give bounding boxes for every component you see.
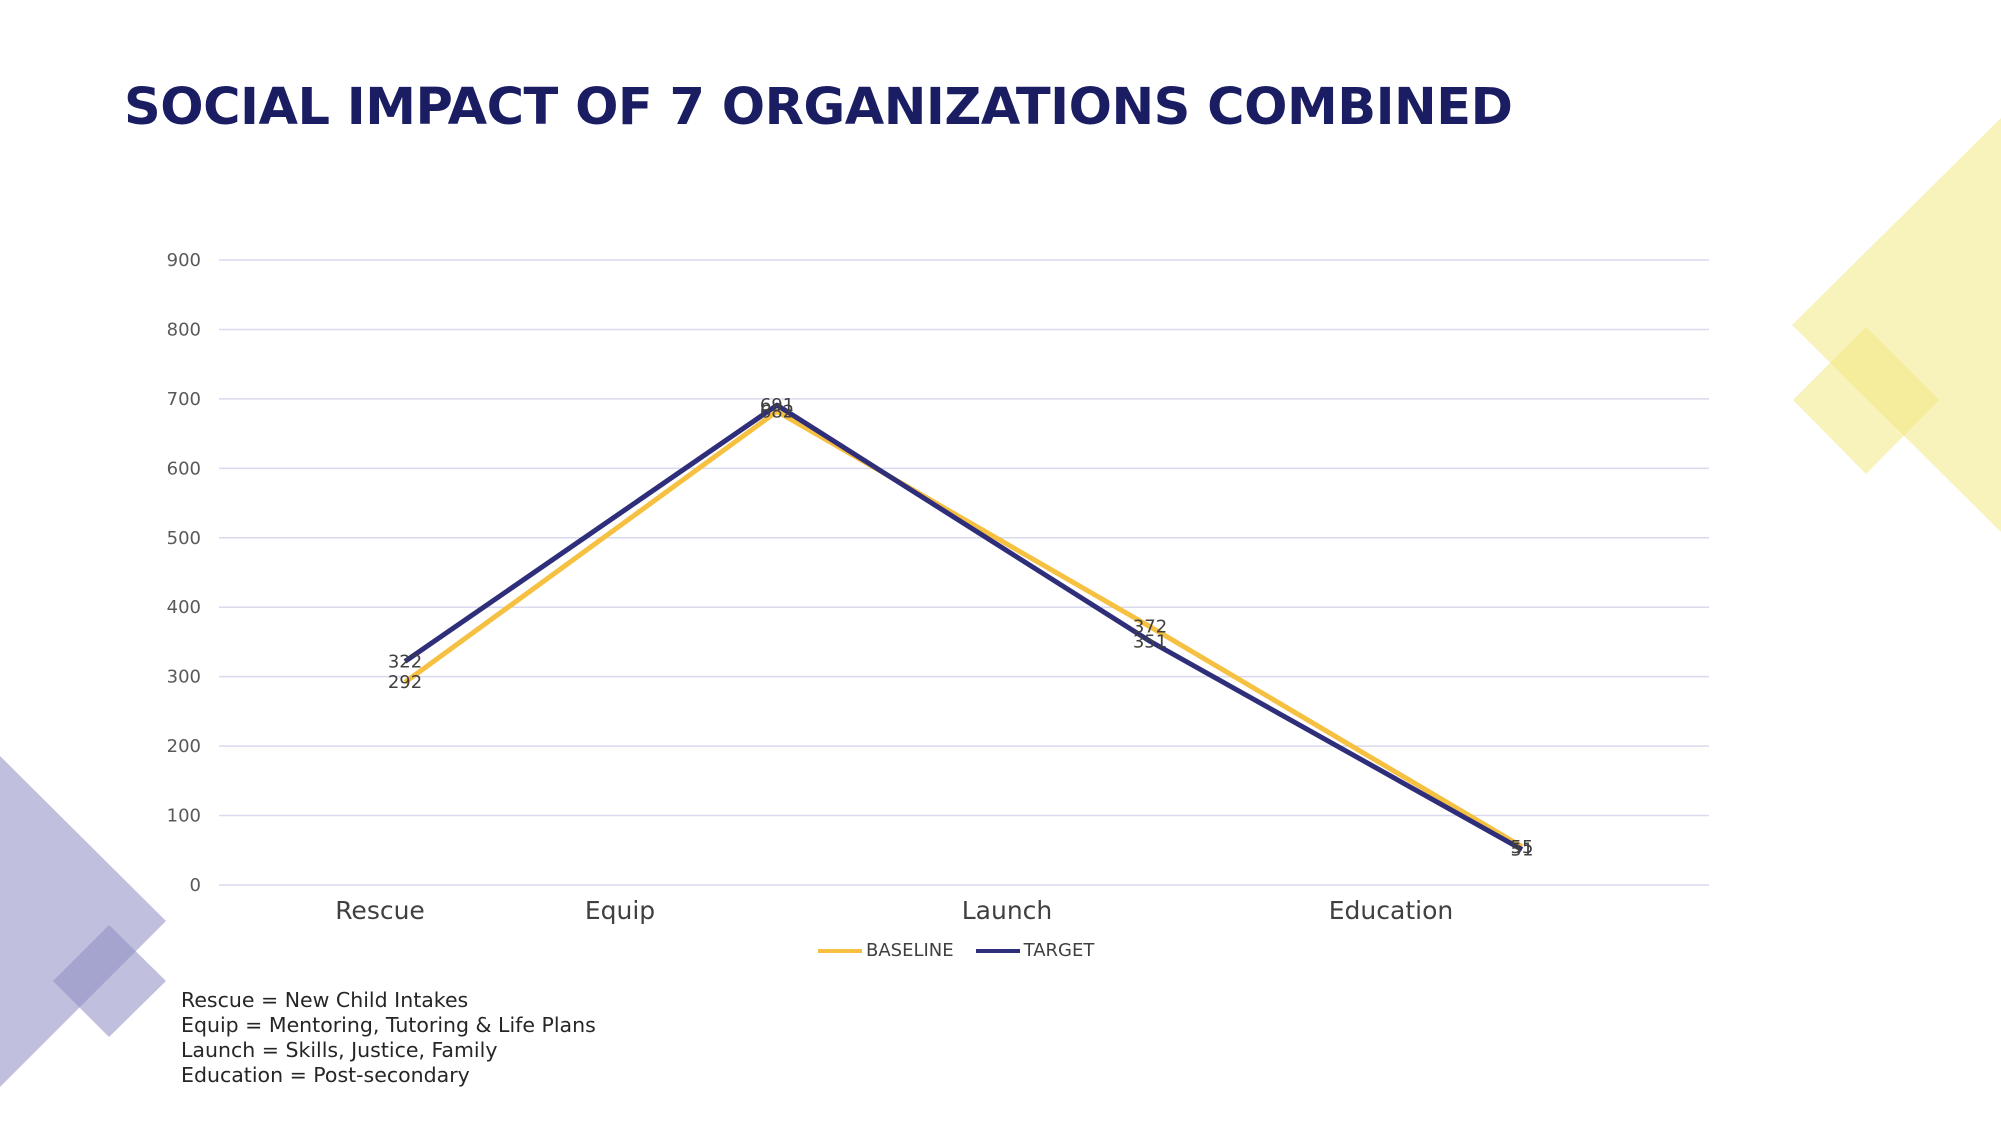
note-equip: Equip = Mentoring, Tutoring & Life Plans: [181, 1013, 596, 1037]
data-labels: 292 682 372 55 322 691 351 51: [388, 395, 1534, 860]
y-tick-label-600: 600: [167, 458, 201, 479]
category-notes: Rescue = New Child Intakes Equip = Mento…: [181, 988, 596, 1088]
y-tick-label-500: 500: [167, 528, 201, 549]
legend-swatch-baseline: [818, 948, 862, 953]
x-category-education: Education: [1329, 896, 1453, 925]
data-label-baseline-rescue: 292: [388, 672, 422, 693]
legend-item-target: TARGET: [975, 940, 1095, 961]
chart-legend: BASELINE TARGET: [818, 940, 1116, 961]
y-tick-label-400: 400: [167, 597, 201, 618]
y-tick-label-700: 700: [167, 389, 201, 410]
gridlines: [219, 259, 1709, 886]
data-label-baseline-education: 55: [1511, 837, 1534, 858]
x-category-equip: Equip: [585, 896, 655, 925]
data-label-baseline-launch: 372: [1133, 617, 1167, 638]
series-line-target: [403, 402, 1524, 852]
data-label-baseline-equip: 682: [760, 401, 794, 422]
y-tick-label-200: 200: [167, 736, 201, 757]
legend-item-baseline: BASELINE: [818, 940, 954, 961]
y-tick-label-900: 900: [167, 250, 201, 271]
y-tick-label-0: 0: [190, 875, 201, 896]
data-label-target-education: 51: [1511, 840, 1534, 861]
x-category-launch: Launch: [962, 896, 1053, 925]
legend-label-target: TARGET: [1023, 940, 1095, 961]
data-label-target-rescue: 322: [388, 651, 422, 672]
series-line-baseline: [403, 408, 1524, 849]
note-education: Education = Post-secondary: [181, 1063, 470, 1087]
y-tick-label-300: 300: [167, 667, 201, 688]
data-label-target-equip: 691: [760, 395, 794, 416]
y-axis-ticks: 0 100 200 300 400 500 600 700 800 900: [167, 250, 201, 896]
series-lines: [403, 402, 1524, 852]
legend-label-baseline: BASELINE: [866, 940, 954, 961]
y-tick-label-800: 800: [167, 319, 201, 340]
data-label-target-launch: 351: [1133, 631, 1167, 652]
deco-diamond-yellow-small: [1793, 327, 1939, 474]
note-launch: Launch = Skills, Justice, Family: [181, 1038, 498, 1062]
page-title: SOCIAL IMPACT OF 7 ORGANIZATIONS COMBINE…: [124, 78, 1513, 137]
deco-diamond-purple-small: [53, 925, 166, 1037]
deco-diamond-yellow-large: [1792, 118, 2001, 532]
x-category-rescue: Rescue: [335, 896, 425, 925]
legend-swatch-target: [975, 948, 1020, 953]
x-axis-categories: Rescue Equip Launch Education: [335, 896, 1453, 925]
deco-diamond-purple-large: [0, 756, 166, 1087]
y-tick-label-100: 100: [167, 806, 201, 827]
note-rescue: Rescue = New Child Intakes: [181, 988, 469, 1012]
